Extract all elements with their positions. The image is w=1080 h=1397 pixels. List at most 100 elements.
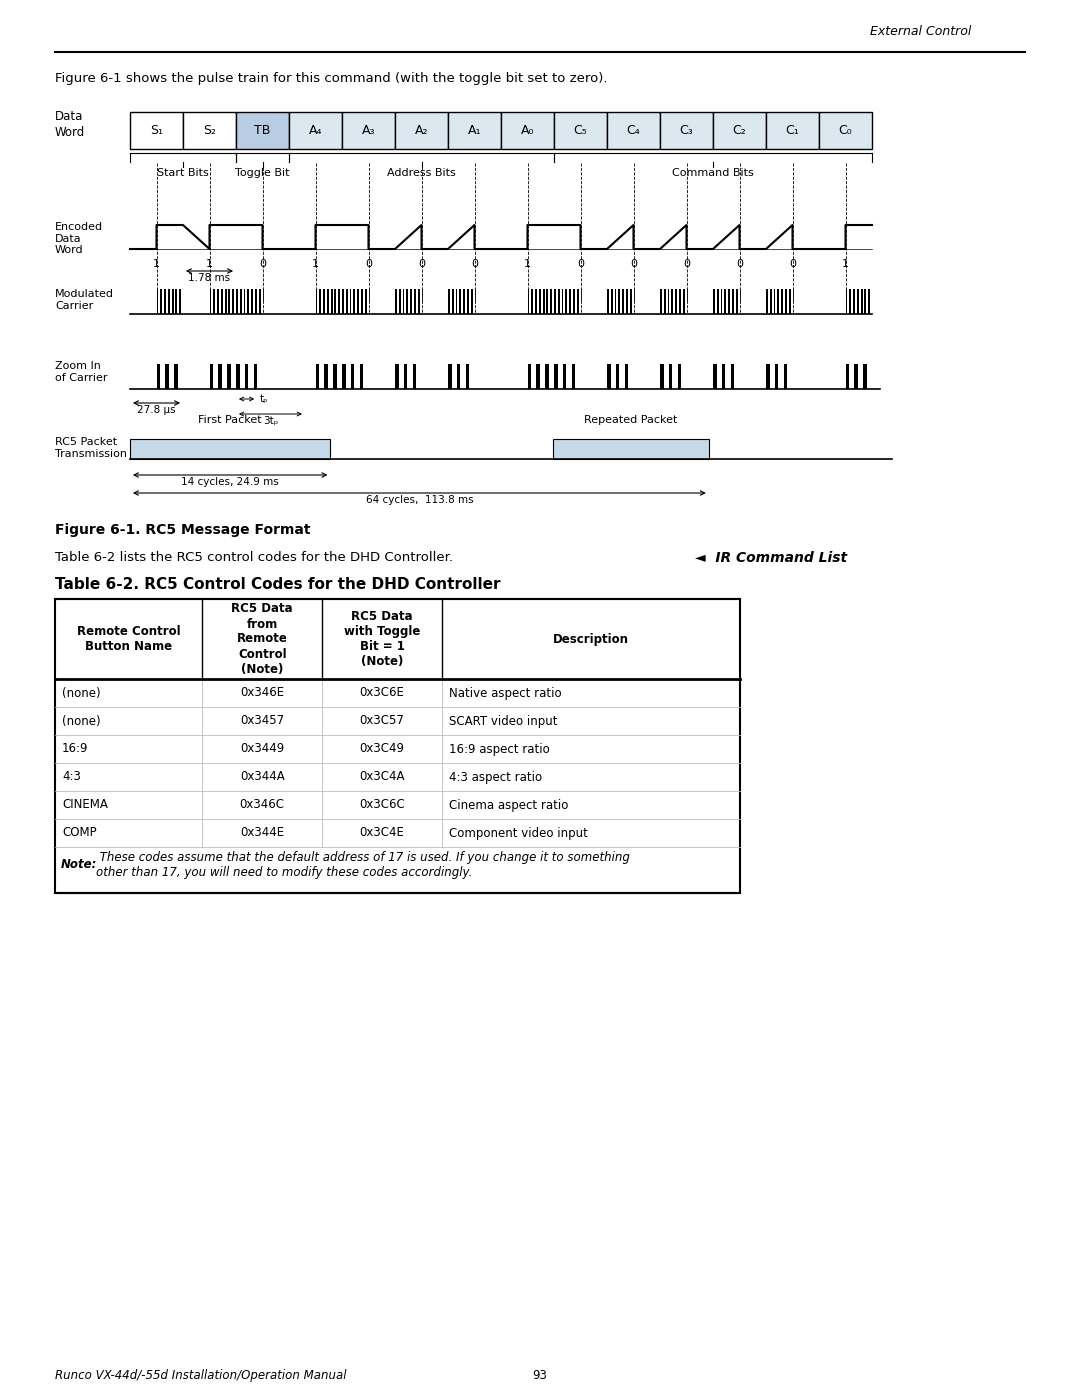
Bar	[537, 365, 540, 388]
Bar	[361, 289, 363, 314]
Bar	[465, 365, 469, 388]
Bar	[626, 289, 627, 314]
Bar	[213, 289, 215, 314]
Text: 0: 0	[365, 258, 372, 270]
Bar	[713, 365, 716, 388]
Text: A₀: A₀	[521, 124, 535, 137]
Bar	[342, 289, 343, 314]
Text: CINEMA: CINEMA	[62, 799, 108, 812]
Bar	[210, 365, 213, 388]
Bar	[667, 289, 670, 314]
Text: S₁: S₁	[150, 124, 163, 137]
Text: Runco VX-44d/-55d Installation/Operation Manual: Runco VX-44d/-55d Installation/Operation…	[55, 1369, 347, 1382]
Bar	[456, 289, 458, 314]
Bar	[615, 289, 617, 314]
Bar	[622, 289, 624, 314]
Bar	[785, 289, 787, 314]
Bar	[766, 365, 770, 388]
Bar	[554, 112, 607, 149]
Bar	[220, 289, 222, 314]
Bar	[232, 289, 234, 314]
Bar	[819, 112, 872, 149]
Bar	[607, 289, 609, 314]
Bar	[457, 365, 460, 388]
Bar	[227, 365, 231, 388]
Bar	[562, 289, 564, 314]
Bar	[315, 289, 318, 314]
Bar	[218, 365, 221, 388]
Bar	[854, 365, 858, 388]
Bar	[660, 289, 662, 314]
Bar	[781, 289, 783, 314]
Bar	[395, 365, 399, 388]
Bar	[577, 289, 579, 314]
Bar	[611, 289, 612, 314]
Bar	[351, 365, 354, 388]
Text: 1: 1	[312, 258, 319, 270]
Bar	[778, 289, 780, 314]
Bar	[535, 289, 537, 314]
Text: S₂: S₂	[203, 124, 216, 137]
Bar	[346, 289, 348, 314]
Bar	[330, 289, 333, 314]
Text: C₁: C₁	[785, 124, 799, 137]
Bar	[55, 599, 740, 893]
Text: C₂: C₂	[732, 124, 746, 137]
Text: Remote Control
Button Name: Remote Control Button Name	[77, 624, 180, 652]
Bar	[183, 112, 237, 149]
Bar	[240, 289, 242, 314]
Text: 0x3449: 0x3449	[240, 742, 284, 756]
Text: 0x3C6C: 0x3C6C	[360, 799, 405, 812]
Bar	[174, 365, 178, 388]
Text: C₅: C₅	[573, 124, 588, 137]
Bar	[766, 112, 819, 149]
Bar	[557, 289, 559, 314]
Bar	[245, 365, 248, 388]
Bar	[315, 365, 319, 388]
Text: First Packet: First Packet	[199, 415, 262, 425]
Bar	[545, 365, 549, 388]
Bar	[406, 289, 408, 314]
Text: TB: TB	[254, 124, 271, 137]
Text: A₃: A₃	[362, 124, 375, 137]
Text: 3tₚ: 3tₚ	[262, 416, 278, 426]
Bar	[607, 112, 660, 149]
Text: C₀: C₀	[839, 124, 852, 137]
Bar	[237, 289, 238, 314]
Text: 0: 0	[577, 258, 584, 270]
Bar	[399, 289, 401, 314]
Bar	[327, 289, 328, 314]
Text: 0x346E: 0x346E	[240, 686, 284, 700]
Text: 0: 0	[789, 258, 796, 270]
Text: C₃: C₃	[679, 124, 693, 137]
Text: C₄: C₄	[626, 124, 640, 137]
Text: 4:3 aspect ratio: 4:3 aspect ratio	[449, 771, 542, 784]
Text: Toggle Bit: Toggle Bit	[235, 168, 289, 177]
Text: 1: 1	[206, 258, 213, 270]
Text: RC5 Data
with Toggle
Bit = 1
(Note): RC5 Data with Toggle Bit = 1 (Note)	[343, 610, 420, 668]
Bar	[418, 289, 420, 314]
Bar	[725, 289, 726, 314]
Bar	[395, 112, 448, 149]
Bar	[677, 365, 681, 388]
Text: Modulated
Carrier: Modulated Carrier	[55, 289, 114, 310]
Bar	[360, 365, 363, 388]
Bar	[179, 289, 181, 314]
Text: 16:9: 16:9	[62, 742, 89, 756]
Text: 0x3C6E: 0x3C6E	[360, 686, 405, 700]
Text: Table 6-2 lists the RC5 control codes for the DHD Controller.: Table 6-2 lists the RC5 control codes fo…	[55, 550, 453, 564]
Text: 27.8 μs: 27.8 μs	[137, 405, 176, 415]
Bar	[713, 289, 715, 314]
Text: Native aspect ratio: Native aspect ratio	[449, 686, 562, 700]
Bar	[164, 289, 166, 314]
Bar	[130, 112, 183, 149]
Text: 1: 1	[153, 258, 160, 270]
Bar	[735, 289, 738, 314]
Bar	[471, 289, 473, 314]
Bar	[569, 289, 571, 314]
Bar	[338, 289, 340, 314]
Bar	[616, 365, 619, 388]
Bar	[395, 289, 396, 314]
Bar	[607, 365, 610, 388]
Text: Data
Word: Data Word	[55, 110, 85, 138]
